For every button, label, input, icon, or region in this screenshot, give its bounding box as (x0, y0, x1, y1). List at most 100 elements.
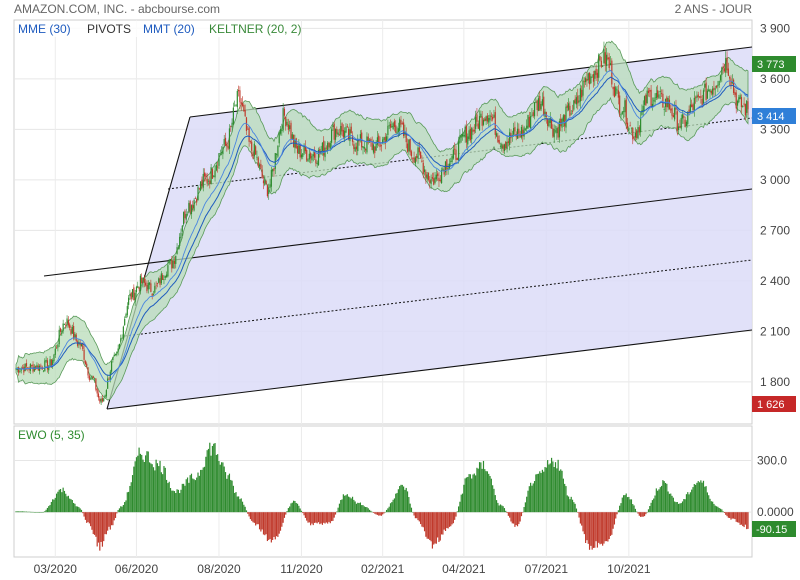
candle-body (152, 294, 155, 295)
legend-mme[interactable]: MME (30) (18, 22, 71, 36)
legend-pivots[interactable]: PIVOTS (87, 22, 131, 36)
ewo-bar (590, 512, 592, 546)
candle-body (607, 57, 609, 60)
candle-body (729, 77, 731, 79)
ewo-bar (475, 475, 477, 513)
candle-body (619, 95, 621, 114)
candle-body (513, 128, 515, 135)
ewo-bar (155, 459, 157, 513)
candle-body (488, 118, 490, 123)
ewo-bar (561, 470, 563, 513)
candle-body (527, 114, 529, 129)
ewo-bar (659, 487, 661, 513)
candle-body (501, 143, 503, 149)
candle-body (138, 287, 140, 290)
candle-body (101, 398, 104, 402)
ewo-bar (353, 499, 355, 513)
candle-body (325, 147, 327, 149)
ewo-bar (554, 462, 557, 513)
candle-body (562, 115, 564, 122)
candle-body (239, 90, 241, 103)
ewo-bar (287, 508, 289, 513)
legend-mmt[interactable]: MMT (20) (143, 22, 195, 36)
x-tick-label: 11/2020 (280, 562, 323, 576)
candle-body (649, 90, 651, 92)
ewo-bar (571, 499, 574, 513)
candle-body (274, 153, 276, 169)
ewo-bar (385, 509, 388, 513)
candle-body (605, 54, 608, 66)
period-label[interactable]: 2 ANS - JOUR (674, 2, 752, 16)
candle-body (660, 93, 663, 95)
ewo-bar (685, 494, 688, 513)
ewo-bar (531, 485, 533, 513)
ewo-bar (560, 469, 562, 513)
candle-body (65, 324, 67, 326)
candle-body (121, 337, 123, 339)
candle-body (722, 66, 724, 69)
candle-body (113, 354, 115, 357)
legend-keltner[interactable]: KELTNER (20, 2) (209, 22, 301, 36)
candle-body (215, 164, 217, 171)
ewo-bar (438, 512, 440, 543)
ewo-bar (74, 503, 76, 513)
ewo-bar (266, 512, 269, 542)
candle-body (181, 225, 183, 232)
ewo-bar (33, 512, 35, 513)
candle-body (696, 95, 698, 98)
candle-body (643, 96, 646, 105)
ewo-bar (274, 512, 276, 540)
ewo-bar (444, 512, 447, 531)
ewo-bar (582, 512, 584, 532)
ewo-bar (679, 503, 681, 513)
ewo-bar (501, 505, 503, 513)
candle-body (316, 162, 318, 164)
candle-body (97, 393, 100, 398)
ewo-bar (95, 512, 97, 537)
candle-body (184, 210, 186, 219)
candle-body (171, 259, 173, 269)
ewo-bar (257, 512, 259, 525)
ewo-bar (434, 512, 436, 544)
ewo-bar (532, 483, 534, 513)
candle-body (353, 144, 355, 149)
ewo-bar (535, 474, 537, 513)
ewo-bar (367, 508, 369, 513)
candle-body (702, 90, 705, 105)
candle-body (270, 169, 272, 187)
candle-body (506, 141, 508, 150)
ewo-bar (105, 512, 107, 535)
ewo-bar (241, 501, 244, 513)
candle-body (659, 91, 661, 92)
ewo-bar (465, 477, 468, 513)
ewo-bar (507, 512, 509, 516)
candle-body (214, 170, 216, 178)
candle-body (468, 130, 470, 139)
ewo-bar (604, 512, 606, 542)
ewo-bar (24, 511, 26, 513)
ewo-bar (664, 482, 667, 513)
candle-body (380, 145, 382, 147)
candle-body (154, 286, 156, 293)
ewo-bar (362, 505, 364, 513)
ewo-bar (351, 496, 354, 513)
ewo-bar (399, 486, 401, 513)
ewo-bar (93, 512, 96, 535)
candle-body (388, 125, 390, 127)
candle-body (104, 395, 106, 398)
candle-body (122, 326, 124, 339)
ewo-bar (708, 495, 710, 513)
candle-body (681, 114, 684, 119)
ewo-bar (110, 512, 113, 526)
ewo-bar (158, 466, 160, 513)
candle-body (494, 112, 496, 135)
ewo-bar (128, 491, 130, 513)
candle-body (96, 388, 98, 394)
ewo-bar (308, 512, 310, 523)
candle-body (249, 141, 251, 143)
ewo-bar (713, 503, 715, 513)
ewo-bar (719, 508, 722, 513)
ewo-label[interactable]: EWO (5, 35) (18, 428, 85, 442)
candle-body (190, 205, 193, 215)
